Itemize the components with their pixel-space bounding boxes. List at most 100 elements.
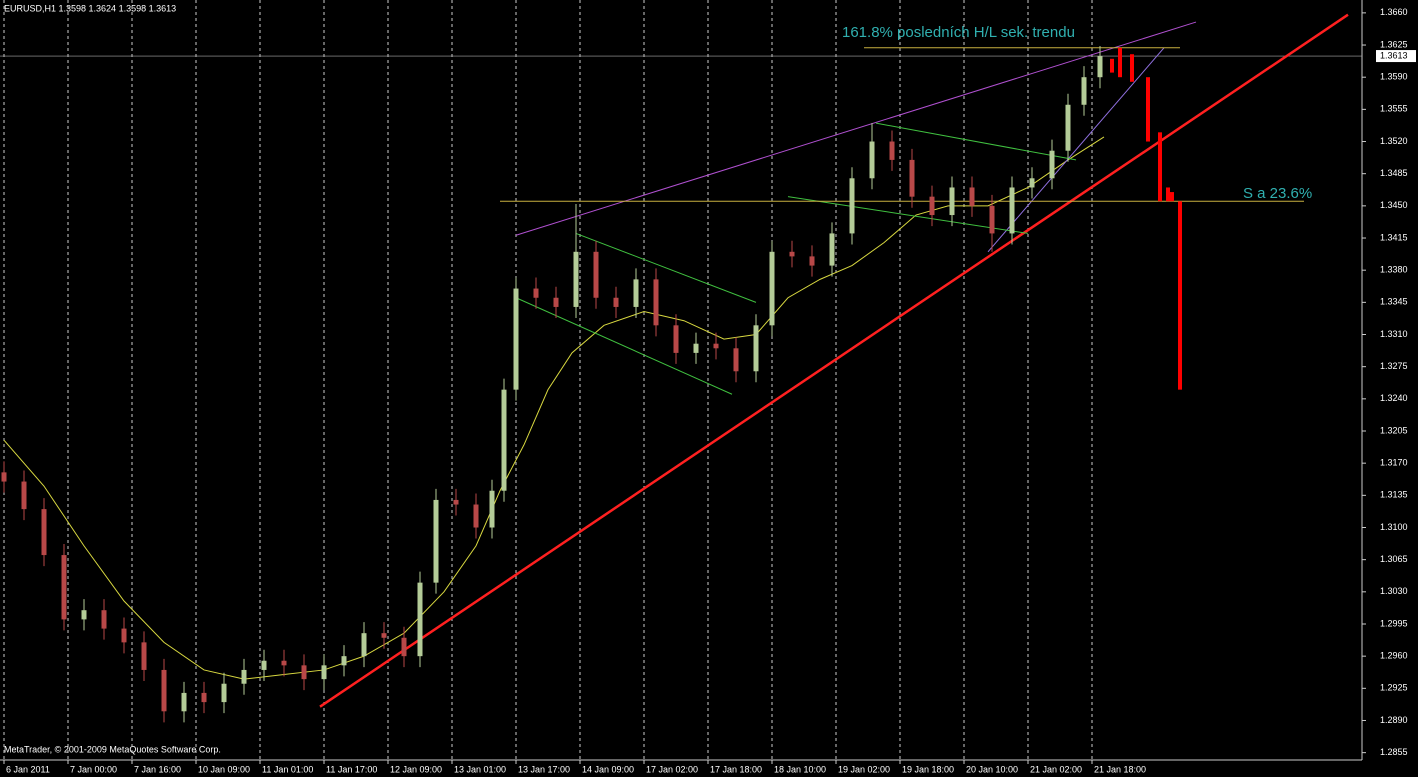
- candle-body: [81, 610, 87, 620]
- x-tick-label: 13 Jan 17:00: [518, 764, 570, 774]
- candle-body: [633, 279, 639, 307]
- trend-line: [787, 196, 1029, 234]
- projection-candle: [1166, 187, 1170, 202]
- y-tick-label: 1.2925: [1380, 683, 1408, 693]
- candle-body: [181, 692, 187, 712]
- trend-line: [319, 13, 1349, 708]
- y-tick-label: 1.3485: [1380, 168, 1408, 178]
- x-tick-label: 11 Jan 17:00: [326, 764, 377, 774]
- y-tick-label: 1.3380: [1380, 265, 1408, 275]
- candle-body: [513, 288, 519, 390]
- candle-body: [241, 669, 247, 684]
- candle-body: [789, 251, 795, 257]
- y-tick-label: 1.3030: [1380, 586, 1408, 596]
- projection-candle: [1178, 201, 1182, 390]
- projection-candle: [1170, 192, 1174, 202]
- y-tick-label: 1.3415: [1380, 232, 1408, 242]
- candle-body: [1, 472, 7, 482]
- candle-body: [929, 196, 935, 216]
- candle-body: [501, 389, 507, 491]
- x-tick-label: 18 Jan 10:00: [774, 764, 826, 774]
- x-tick-label: 19 Jan 02:00: [838, 764, 890, 774]
- candle-body: [121, 628, 127, 643]
- x-tick-label: 6 Jan 2011: [6, 764, 50, 774]
- trend-line: [875, 122, 1077, 161]
- candle-body: [361, 633, 367, 657]
- y-tick-label: 1.3135: [1380, 490, 1408, 500]
- candle-body: [1009, 187, 1015, 234]
- y-tick-label: 1.3590: [1380, 72, 1408, 82]
- y-tick-label: 1.2960: [1380, 651, 1408, 661]
- candle-body: [61, 555, 67, 620]
- candle-body: [733, 348, 739, 372]
- candle-body: [869, 141, 875, 179]
- candle-body: [1065, 104, 1071, 151]
- projection-candle: [1130, 54, 1134, 82]
- projection-candle: [1110, 58, 1114, 73]
- candle-body: [1029, 178, 1035, 188]
- y-tick-label: 1.3555: [1380, 104, 1408, 114]
- x-tick-label: 21 Jan 02:00: [1030, 764, 1082, 774]
- y-tick-label: 1.3205: [1380, 425, 1408, 435]
- annotation: S a 23.6%: [1243, 185, 1312, 202]
- candle-body: [533, 288, 539, 298]
- x-tick-label: 19 Jan 18:00: [902, 764, 954, 774]
- x-tick-label: 13 Jan 01:00: [454, 764, 506, 774]
- y-tick-label: 1.3240: [1380, 393, 1408, 403]
- candle-body: [809, 256, 815, 266]
- y-tick-label: 1.3345: [1380, 297, 1408, 307]
- y-tick-label: 1.3100: [1380, 522, 1408, 532]
- candle-body: [989, 205, 995, 234]
- trend-line: [515, 297, 733, 395]
- candle-body: [909, 159, 915, 197]
- trend-line: [987, 47, 1165, 253]
- candle-body: [1081, 77, 1087, 105]
- footer: MetaTrader, © 2001-2009 MetaQuotes Softw…: [4, 744, 221, 754]
- moving-average: [3, 136, 1105, 680]
- candle-body: [553, 297, 559, 307]
- candle-body: [949, 187, 955, 216]
- price-tag-label: 1.3613: [1380, 50, 1408, 60]
- y-tick-label: 1.3450: [1380, 200, 1408, 210]
- candle-body: [1097, 56, 1103, 78]
- candle-body: [693, 343, 699, 353]
- price-tag: [1376, 50, 1416, 63]
- candle-body: [473, 504, 479, 528]
- projection-candle: [1158, 132, 1162, 202]
- x-tick-label: 10 Jan 09:00: [198, 764, 250, 774]
- x-tick-label: 17 Jan 02:00: [646, 764, 698, 774]
- candle-body: [613, 297, 619, 307]
- candle-body: [21, 481, 27, 510]
- candle-body: [381, 633, 387, 638]
- candle-body: [593, 251, 599, 298]
- candle-body: [969, 187, 975, 206]
- candle-body: [341, 656, 347, 666]
- candle-body: [753, 325, 759, 372]
- x-tick-label: 17 Jan 18:00: [710, 764, 762, 774]
- candle-body: [573, 251, 579, 307]
- chart-title: EURUSD,H1 1.3598 1.3624 1.3598 1.3613: [4, 3, 176, 13]
- candle-body: [401, 637, 407, 657]
- annotation: 161.8% posledních H/L sek. trendu: [842, 24, 1075, 41]
- y-tick-label: 1.2995: [1380, 618, 1408, 628]
- x-tick-label: 11 Jan 01:00: [262, 764, 313, 774]
- y-tick-label: 1.3520: [1380, 136, 1408, 146]
- candle-body: [161, 669, 167, 712]
- x-tick-label: 7 Jan 00:00: [70, 764, 117, 774]
- y-tick-label: 1.2855: [1380, 747, 1408, 757]
- projection-candle: [1146, 77, 1150, 142]
- y-tick-label: 1.2890: [1380, 715, 1408, 725]
- candle-body: [433, 499, 439, 583]
- candle-body: [261, 660, 267, 670]
- candle-body: [281, 660, 287, 666]
- candle-body: [101, 610, 107, 629]
- candle-body: [1049, 150, 1055, 179]
- y-tick-label: 1.3660: [1380, 7, 1408, 17]
- x-tick-label: 12 Jan 09:00: [390, 764, 442, 774]
- candle-body: [321, 665, 327, 680]
- candle-body: [889, 141, 895, 160]
- candle-body: [417, 582, 423, 657]
- candle-body: [829, 233, 835, 266]
- candle-body: [713, 343, 719, 349]
